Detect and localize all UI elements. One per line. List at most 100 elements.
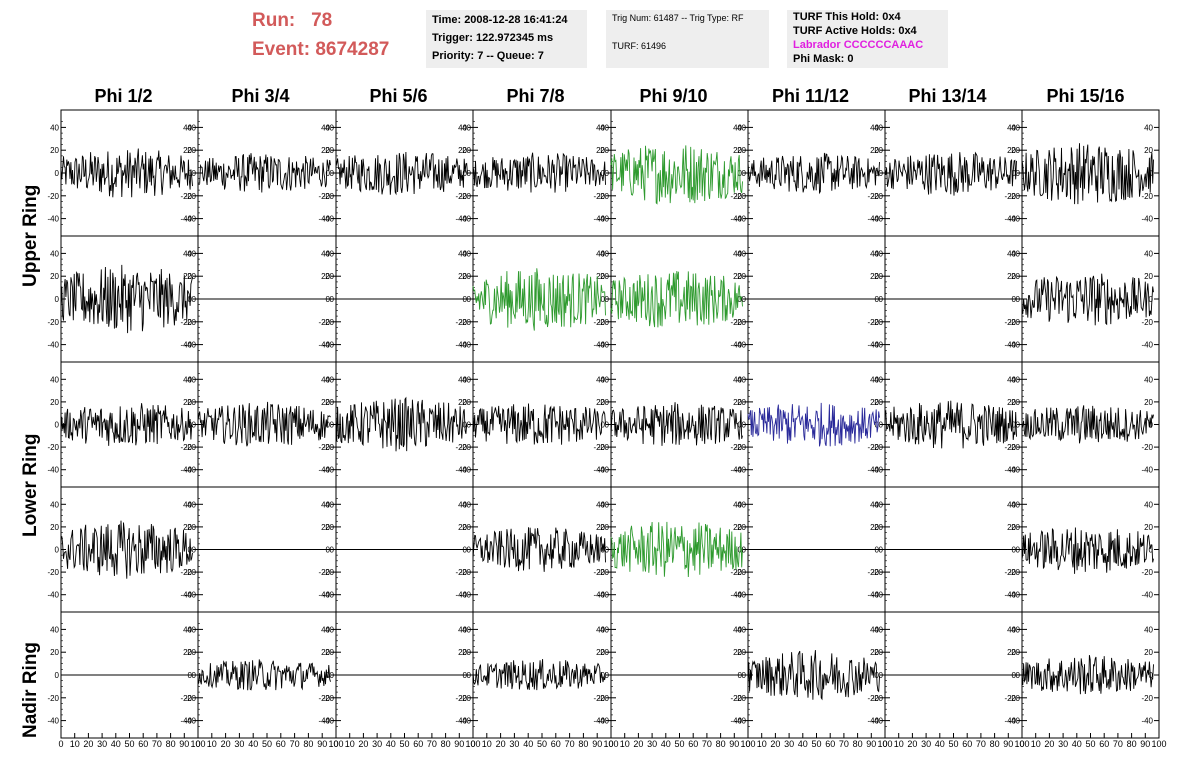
y-tick-label: -20 xyxy=(459,318,471,327)
y-tick-label: -20 xyxy=(322,192,334,201)
y-tick-label: -40 xyxy=(455,341,467,350)
y-tick-label: 0 xyxy=(875,295,880,304)
y-tick-label: -40 xyxy=(734,717,746,726)
waveform-trace xyxy=(472,659,606,691)
y-tick-label: 40 xyxy=(600,625,609,634)
y-tick-label: 0 xyxy=(1016,421,1021,430)
y-tick-label: -40 xyxy=(730,341,742,350)
y-tick-label: -40 xyxy=(1008,466,1020,475)
y-tick-label: -40 xyxy=(597,591,609,600)
y-tick-label: -40 xyxy=(1004,215,1016,224)
y-tick-label: 0 xyxy=(467,421,472,430)
y-tick-label: 40 xyxy=(596,500,605,509)
panel-frame xyxy=(197,109,337,237)
x-tick-label: 60 xyxy=(962,739,972,749)
y-tick-label: 40 xyxy=(321,375,330,384)
y-tick-label: 0 xyxy=(1016,295,1021,304)
y-tick-label: 20 xyxy=(458,523,467,532)
y-tick-label: 0 xyxy=(467,295,472,304)
turf-num-text: TURF: 61496 xyxy=(612,41,667,51)
x-tick-label: 20 xyxy=(907,739,917,749)
y-tick-label: -20 xyxy=(593,694,605,703)
y-tick-label: -40 xyxy=(322,341,334,350)
y-tick-label: 20 xyxy=(600,523,609,532)
y-tick-label: 40 xyxy=(462,500,471,509)
y-tick-label: 40 xyxy=(1144,123,1153,132)
x-tick-label: 40 xyxy=(111,739,121,749)
y-tick-label: -20 xyxy=(184,568,196,577)
x-tick-label: 20 xyxy=(770,739,780,749)
y-tick-label: -40 xyxy=(593,341,605,350)
y-tick-label: -20 xyxy=(184,192,196,201)
waveform-trace xyxy=(197,401,331,447)
y-tick-label: 40 xyxy=(733,500,742,509)
x-tick-label: 10 xyxy=(1031,739,1041,749)
y-tick-label: -20 xyxy=(47,694,59,703)
y-tick-label: 20 xyxy=(1144,398,1153,407)
y-tick-label: 20 xyxy=(600,648,609,657)
y-tick-label: 20 xyxy=(1011,272,1020,281)
turf-info-box: TURF This Hold: 0x4 TURF Active Holds: 0… xyxy=(787,10,948,68)
y-tick-label: -20 xyxy=(1004,192,1016,201)
y-tick-label: -20 xyxy=(180,192,192,201)
y-tick-label: 20 xyxy=(321,272,330,281)
y-tick-label: -20 xyxy=(867,318,879,327)
y-tick-label: 20 xyxy=(874,398,883,407)
x-tick-label: 50 xyxy=(674,739,684,749)
y-tick-label: -40 xyxy=(318,717,330,726)
y-tick-label: 0 xyxy=(463,546,468,555)
y-tick-label: 20 xyxy=(737,272,746,281)
y-tick-label: -40 xyxy=(180,591,192,600)
run-label: Run: xyxy=(252,10,296,31)
y-tick-label: 40 xyxy=(737,625,746,634)
y-tick-label: 20 xyxy=(325,523,334,532)
x-tick-label: 80 xyxy=(716,739,726,749)
y-tick-label: -20 xyxy=(1141,443,1153,452)
y-tick-label: 20 xyxy=(870,648,879,657)
x-tick-label: 70 xyxy=(1113,739,1123,749)
y-tick-label: 40 xyxy=(50,375,59,384)
y-tick-label: 20 xyxy=(733,523,742,532)
y-tick-label: 0 xyxy=(879,295,884,304)
column-header-phi-15-16: Phi 15/16 xyxy=(1046,86,1125,106)
y-tick-label: 40 xyxy=(325,625,334,634)
y-tick-label: 40 xyxy=(325,375,334,384)
y-tick-label: 0 xyxy=(192,546,197,555)
y-tick-label: -40 xyxy=(867,717,879,726)
y-tick-label: 40 xyxy=(462,249,471,258)
x-tick-label: 0 xyxy=(58,739,63,749)
y-tick-label: -40 xyxy=(593,717,605,726)
y-tick-label: 0 xyxy=(1016,546,1021,555)
column-header-phi-7-8: Phi 7/8 xyxy=(506,86,565,106)
y-tick-label: 40 xyxy=(733,249,742,258)
y-tick-label: 20 xyxy=(737,146,746,155)
y-tick-label: 20 xyxy=(874,272,883,281)
y-tick-label: 20 xyxy=(458,648,467,657)
y-tick-label: 40 xyxy=(462,375,471,384)
y-tick-label: 20 xyxy=(733,146,742,155)
x-tick-label: 40 xyxy=(798,739,808,749)
y-tick-label: -40 xyxy=(1004,466,1016,475)
x-tick-label: 0 xyxy=(1019,739,1024,749)
y-tick-label: -40 xyxy=(47,717,59,726)
y-tick-label: -40 xyxy=(47,466,59,475)
y-tick-label: 0 xyxy=(330,295,335,304)
turf-hold-text: TURF This Hold: 0x4 xyxy=(793,11,901,23)
x-tick-label: 70 xyxy=(290,739,300,749)
y-tick-label: 40 xyxy=(458,625,467,634)
y-tick-label: 20 xyxy=(1144,146,1153,155)
y-tick-label: -40 xyxy=(322,717,334,726)
y-tick-label: 20 xyxy=(733,272,742,281)
y-tick-label: 20 xyxy=(733,648,742,657)
y-tick-label: -40 xyxy=(455,215,467,224)
y-tick-label: -40 xyxy=(1008,717,1020,726)
y-tick-label: 40 xyxy=(187,123,196,132)
y-tick-label: 20 xyxy=(187,648,196,657)
y-tick-label: -20 xyxy=(459,568,471,577)
x-tick-label: 90 xyxy=(592,739,602,749)
waveform-trace xyxy=(610,271,743,328)
y-tick-label: 40 xyxy=(600,123,609,132)
y-tick-label: 0 xyxy=(55,546,60,555)
y-tick-label: -20 xyxy=(318,694,330,703)
run-value: 78 xyxy=(311,10,333,31)
